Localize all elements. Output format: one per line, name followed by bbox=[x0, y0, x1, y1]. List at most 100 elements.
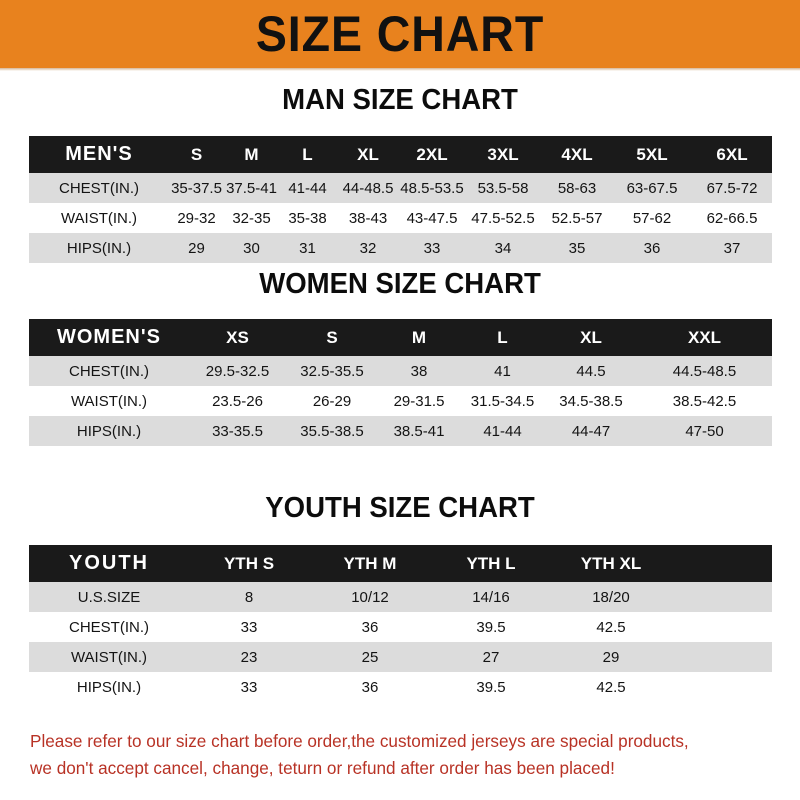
table-cell: 63-67.5 bbox=[626, 179, 678, 197]
table-cell: 39.5 bbox=[476, 618, 506, 636]
table-cell: 42.5 bbox=[596, 678, 626, 696]
table-cell: 43-47.5 bbox=[406, 209, 458, 227]
table-cell: 37.5-41 bbox=[226, 179, 277, 197]
men-section-title: MAN SIZE CHART bbox=[282, 84, 518, 116]
youth-size-header-4 bbox=[671, 545, 772, 582]
page-banner: SIZE CHART bbox=[0, 0, 800, 68]
table-row: HIPS(IN.) 33-35.5 35.5-38.5 38.5-41 41-44 44-… bbox=[29, 416, 772, 446]
women-row-label-2: HIPS(IN.) bbox=[76, 422, 142, 440]
table-cell bbox=[671, 612, 772, 642]
table-cell: 52.5-57 bbox=[551, 209, 603, 227]
table-cell: 33-35.5 bbox=[212, 422, 263, 440]
youth-size-header-0: YTH S bbox=[223, 553, 275, 573]
table-cell: 36 bbox=[361, 678, 379, 696]
men-row-label-2: HIPS(IN.) bbox=[66, 239, 132, 257]
table-cell: 47-50 bbox=[685, 422, 724, 440]
women-size-header-2: M bbox=[411, 327, 427, 347]
table-cell: 10/12 bbox=[351, 588, 389, 606]
table-cell: 33 bbox=[240, 678, 258, 696]
table-cell bbox=[671, 582, 772, 612]
table-cell: 27 bbox=[482, 648, 500, 666]
table-cell: 35-38 bbox=[288, 209, 327, 227]
table-cell: 58-63 bbox=[557, 179, 597, 197]
table-cell: 26-29 bbox=[312, 392, 352, 410]
table-row: WAIST(IN.) 29-32 32-35 35-38 38-43 43-47.5 47.… bbox=[29, 203, 772, 233]
order-disclaimer: Please refer to our size chart before or… bbox=[30, 728, 763, 781]
table-cell: 48.5-53.5 bbox=[400, 179, 464, 197]
youth-size-header-3: YTH XL bbox=[580, 553, 642, 573]
women-size-header-4: XL bbox=[580, 327, 602, 347]
table-cell: 34.5-38.5 bbox=[559, 392, 623, 410]
table-cell: 38-43 bbox=[348, 209, 388, 227]
youth-section-title: YOUTH SIZE CHART bbox=[265, 492, 535, 524]
table-cell: 31 bbox=[299, 239, 316, 257]
women-size-header-5: XXL bbox=[687, 327, 722, 347]
table-cell: 29 bbox=[602, 648, 620, 666]
table-cell: 44-48.5 bbox=[342, 179, 394, 197]
table-cell: 29.5-32.5 bbox=[205, 362, 270, 380]
table-cell bbox=[671, 672, 772, 702]
table-cell: 38.5-41 bbox=[393, 422, 445, 440]
table-cell: 32.5-35.5 bbox=[300, 362, 364, 380]
youth-size-header-2: YTH L bbox=[466, 553, 516, 573]
table-cell: 29 bbox=[188, 239, 205, 257]
table-cell: 44.5-48.5 bbox=[672, 362, 737, 380]
table-cell: 44-47 bbox=[571, 422, 611, 440]
men-row-label-1: WAIST(IN.) bbox=[60, 209, 138, 227]
table-cell: 32-35 bbox=[232, 209, 271, 227]
table-row: WAIST(IN.) 23 25 27 29 bbox=[29, 642, 772, 672]
women-size-header-0: XS bbox=[226, 327, 249, 347]
table-cell: 44.5 bbox=[576, 362, 606, 380]
table-cell: 38.5-42.5 bbox=[672, 392, 737, 410]
men-size-header-5: 3XL bbox=[487, 144, 519, 164]
table-cell: 37 bbox=[723, 239, 741, 257]
women-header-label: WOMEN'S bbox=[57, 326, 161, 348]
youth-size-header-1: YTH M bbox=[343, 553, 397, 573]
women-row-label-1: WAIST(IN.) bbox=[70, 392, 148, 410]
table-cell: 30 bbox=[243, 239, 260, 257]
table-cell: 38 bbox=[410, 362, 428, 380]
table-cell: 33 bbox=[423, 239, 441, 257]
table-cell: 35.5-38.5 bbox=[300, 422, 364, 440]
youth-row-label-3: HIPS(IN.) bbox=[76, 678, 142, 696]
table-cell: 35-37.5 bbox=[171, 179, 222, 197]
men-row-label-0: CHEST(IN.) bbox=[59, 179, 139, 197]
table-row: U.S.SIZE 8 10/12 14/16 18/20 bbox=[29, 582, 772, 612]
table-cell: 41-44 bbox=[483, 422, 522, 440]
table-cell: 62-66.5 bbox=[706, 209, 758, 227]
table-row: HIPS(IN.) 33 36 39.5 42.5 bbox=[29, 672, 772, 702]
table-cell: 35 bbox=[568, 239, 586, 257]
banner-shadow-divider bbox=[0, 68, 800, 71]
table-cell: 42.5 bbox=[596, 618, 626, 636]
table-cell: 25 bbox=[361, 648, 379, 666]
table-cell: 29-32 bbox=[177, 209, 216, 227]
banner-title: SIZE CHART bbox=[255, 6, 545, 62]
table-cell bbox=[671, 642, 772, 672]
disclaimer-line-1: Please refer to our size chart before or… bbox=[30, 731, 689, 751]
table-cell: 39.5 bbox=[476, 678, 506, 696]
table-cell: 67.5-72 bbox=[706, 179, 758, 197]
youth-header-label: YOUTH bbox=[69, 552, 149, 574]
men-size-header-3: XL bbox=[357, 144, 379, 164]
table-cell: 34 bbox=[494, 239, 512, 257]
youth-size-table: YOUTH YTH S YTH M YTH L YTH XL U.S.SIZE 8 10/12… bbox=[29, 545, 772, 702]
table-row: HIPS(IN.) 29 30 31 32 33 34 35 36 37 bbox=[29, 233, 772, 263]
table-cell: 14/16 bbox=[472, 588, 510, 606]
table-cell: 31.5-34.5 bbox=[470, 392, 535, 410]
disclaimer-line-2: we don't accept cancel, change, teturn o… bbox=[30, 757, 615, 778]
women-row-label-0: CHEST(IN.) bbox=[69, 362, 149, 380]
men-size-header-1: M bbox=[244, 144, 259, 164]
men-header-label: MEN'S bbox=[65, 143, 133, 165]
table-cell: 32 bbox=[359, 239, 377, 257]
youth-row-label-1: CHEST(IN.) bbox=[69, 618, 149, 636]
table-cell: 18/20 bbox=[592, 588, 630, 606]
women-size-header-3: L bbox=[497, 327, 508, 347]
women-size-header-1: S bbox=[326, 327, 338, 347]
table-cell: 57-62 bbox=[632, 209, 672, 227]
men-size-header-8: 6XL bbox=[716, 144, 748, 164]
table-cell: 36 bbox=[361, 618, 379, 636]
women-section-title: WOMEN SIZE CHART bbox=[259, 268, 541, 300]
men-size-header-0: S bbox=[190, 144, 203, 164]
table-cell: 41 bbox=[494, 362, 511, 380]
